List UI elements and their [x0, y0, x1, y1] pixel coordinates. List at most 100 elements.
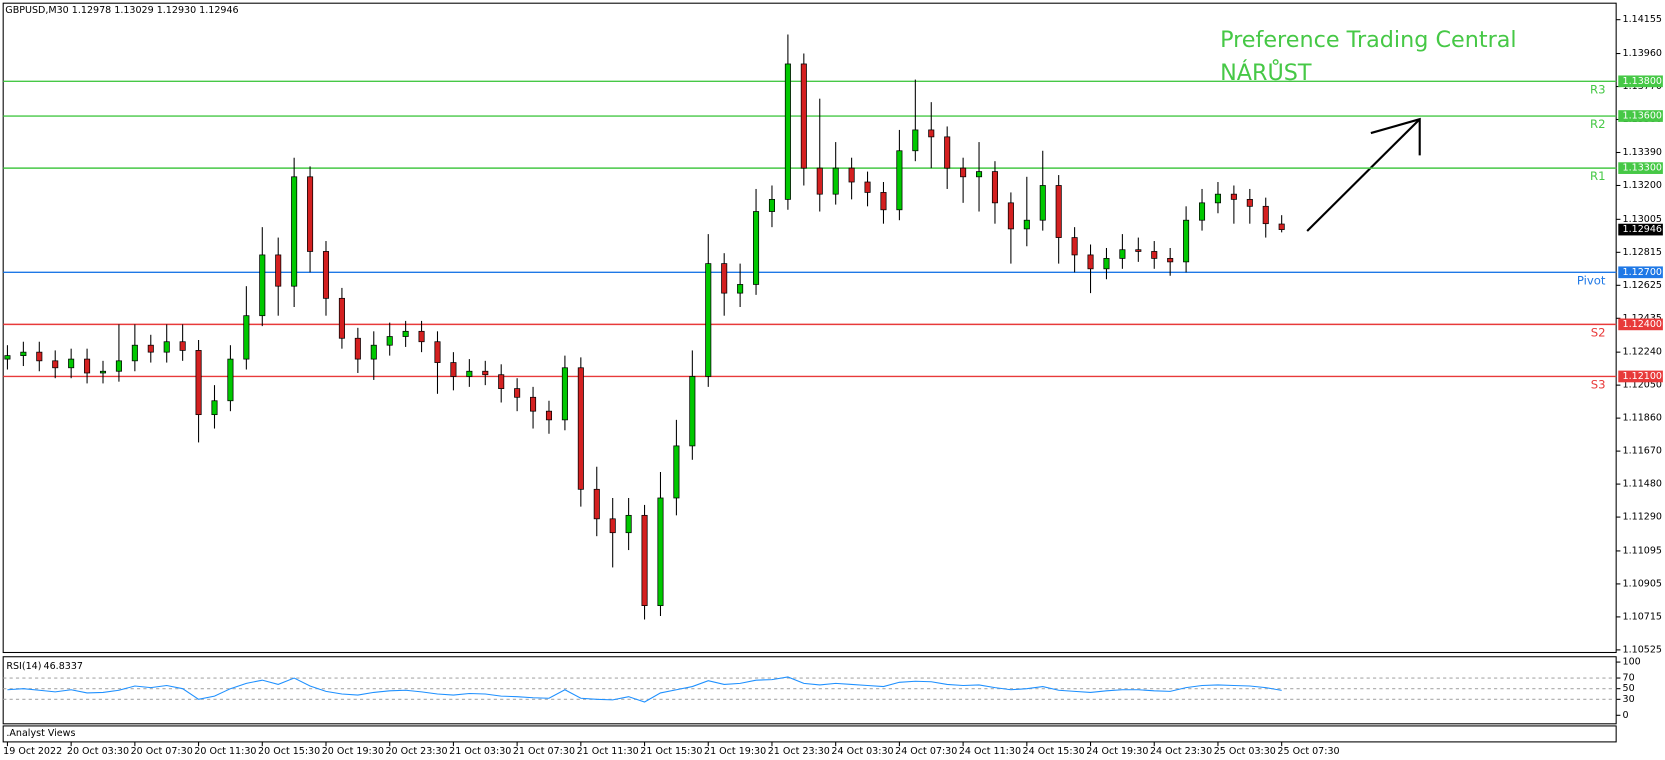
x-tick-label: 21 Oct 19:30: [704, 746, 766, 757]
candle-body: [991, 171, 998, 204]
candle-body: [338, 297, 345, 339]
candle-body: [514, 388, 521, 398]
level-name: S2: [1591, 325, 1606, 339]
candle-body: [259, 254, 266, 317]
y-tick-label: 1.12050: [1623, 380, 1662, 391]
candle-body: [99, 370, 107, 374]
y-tick-label: 1.12815: [1623, 247, 1662, 258]
candle-body: [1214, 193, 1221, 204]
x-tick-label: 20 Oct 23:30: [385, 746, 447, 757]
current-price-label: 1.12946: [1623, 224, 1662, 235]
candle-body: [864, 181, 871, 193]
y-tick-label: 100: [1623, 657, 1641, 668]
current-price-box: [1618, 223, 1663, 236]
candle-body: [577, 367, 584, 490]
x-tick-label: 24 Oct 03:30: [831, 746, 893, 757]
chart-info: GBPUSD,M30 1.12978 1.13029 1.12930 1.129…: [5, 5, 238, 16]
candle-body: [657, 497, 664, 606]
candle-body: [1278, 223, 1285, 230]
candle-body: [1183, 219, 1190, 263]
candle-body: [561, 367, 568, 421]
candle-body: [641, 514, 648, 606]
candle-body: [928, 129, 935, 138]
candle-body: [1230, 193, 1237, 200]
candle-body: [816, 167, 823, 195]
candle-body: [848, 167, 855, 183]
rsi-line: [7, 676, 1282, 703]
candle-body: [912, 129, 919, 152]
x-tick-label: 21 Oct 23:30: [768, 746, 830, 757]
y-tick-label: 1.12240: [1623, 347, 1662, 358]
level-price-box: [1618, 266, 1663, 279]
candle-body: [4, 355, 11, 360]
level-name: R2: [1590, 117, 1606, 131]
candle-body: [195, 350, 202, 416]
candle-body: [227, 358, 234, 402]
candle-body: [322, 251, 330, 299]
candle-body: [1262, 205, 1269, 225]
x-tick-label: 25 Oct 07:30: [1277, 746, 1339, 757]
rsi-value: 46.8337: [44, 661, 83, 672]
candle-body: [243, 315, 250, 360]
candle-body: [753, 211, 760, 285]
candle-body: [291, 176, 298, 287]
candle-body: [84, 358, 91, 374]
x-tick-label: 20 Oct 03:30: [67, 746, 129, 757]
candle-body: [1055, 185, 1062, 238]
candle-body: [976, 171, 983, 178]
candle-body: [1119, 249, 1126, 259]
candle-body: [705, 263, 712, 377]
candle-body: [307, 176, 314, 252]
level-price-box: [1618, 75, 1663, 88]
x-tick-label: 20 Oct 07:30: [131, 746, 193, 757]
rsi-panel: [2, 656, 1617, 725]
candle-body: [1167, 258, 1174, 263]
candle-body: [1087, 254, 1094, 270]
candle-body: [163, 341, 170, 353]
arrow-head: [1370, 117, 1421, 156]
level-price-box: [1618, 162, 1663, 174]
level-price-label: 1.12400: [1623, 319, 1662, 330]
candle-body: [466, 370, 473, 377]
candle-body: [530, 396, 537, 412]
candle-body: [1199, 202, 1206, 221]
candle-body: [800, 63, 807, 169]
y-tick-label: 1.12625: [1623, 280, 1662, 291]
candle-body: [673, 445, 680, 499]
candle-body: [625, 514, 632, 534]
candle-body: [896, 150, 903, 211]
arrow: [1306, 118, 1421, 232]
level-name: Pivot: [1577, 273, 1606, 287]
candle-body: [1246, 198, 1253, 207]
x-tick-label: 20 Oct 15:30: [258, 746, 320, 757]
x-tick-label: 20 Oct 11:30: [194, 746, 256, 757]
level-price-label: 1.13800: [1623, 76, 1662, 87]
candle-body: [1023, 219, 1030, 230]
level-name: S3: [1591, 377, 1606, 391]
candle-body: [545, 410, 553, 421]
level-price-label: 1.13300: [1623, 163, 1662, 174]
y-tick-label: 1.10715: [1623, 611, 1662, 622]
y-tick-label: 1.14155: [1623, 14, 1662, 25]
y-tick-label: 70: [1623, 673, 1635, 684]
candle-body: [147, 344, 154, 353]
candle-body: [737, 284, 744, 294]
y-tick-label: 1.13390: [1623, 147, 1662, 158]
annotation: Preference Trading Central: [1220, 27, 1517, 53]
candle-body: [832, 167, 839, 195]
candle-body: [880, 192, 887, 211]
candle-body: [721, 263, 728, 294]
candle-body: [784, 63, 791, 200]
candle-body: [370, 344, 377, 360]
candle-body: [1103, 258, 1110, 270]
level-price-label: 1.12100: [1623, 371, 1662, 382]
candle-body: [354, 337, 361, 360]
candle-body: [211, 400, 218, 416]
candle-body: [115, 360, 122, 372]
x-tick-label: 24 Oct 11:30: [959, 746, 1021, 757]
x-tick-label: 21 Oct 15:30: [640, 746, 702, 757]
candle-body: [402, 330, 409, 337]
candle-body: [68, 358, 75, 369]
candle-body: [131, 344, 138, 362]
x-tick-label: 21 Oct 11:30: [577, 746, 639, 757]
